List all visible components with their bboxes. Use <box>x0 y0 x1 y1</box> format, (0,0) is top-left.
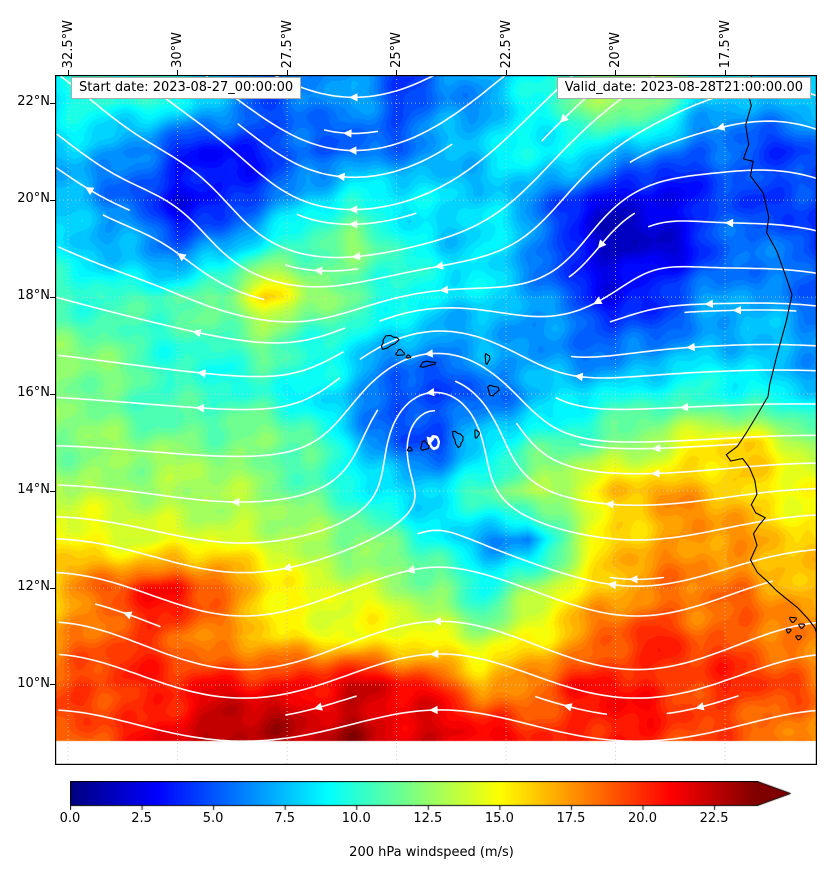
lat-tick-mark <box>50 393 55 395</box>
lat-tick-mark <box>50 199 55 201</box>
lat-tick-label: 14°N <box>17 482 50 498</box>
lon-tick-mark <box>396 70 398 75</box>
lon-tick-label-text: 32.5°W <box>60 19 76 68</box>
colorbar-tick-label: 5.0 <box>202 811 224 826</box>
lon-tick-mark <box>286 70 288 75</box>
colorbar-tick-label: 22.5 <box>699 811 729 826</box>
lon-tick-label: 17.5°W <box>715 6 735 68</box>
lat-tick-mark <box>50 684 55 686</box>
streamline-arrows <box>84 93 742 715</box>
map-overlay <box>55 75 817 765</box>
lat-tick-label: 18°N <box>17 288 50 304</box>
lon-tick-label: 27.5°W <box>277 6 297 68</box>
lon-tick-mark <box>177 70 179 75</box>
colorbar <box>70 781 793 812</box>
valid-date-annotation: Valid_date: 2023-08-28T21:00:00.00 <box>556 77 811 99</box>
lon-tick-label: 32.5°W <box>58 6 78 68</box>
lat-tick-label: 12°N <box>17 579 50 594</box>
lon-tick-label-text: 17.5°W <box>717 19 733 68</box>
lon-tick-label-text: 20°W <box>608 32 624 68</box>
lon-tick-label: 22.5°W <box>496 6 516 68</box>
lon-tick-label: 20°W <box>606 6 626 68</box>
streamlines <box>55 75 817 742</box>
lat-tick-label: 10°N <box>17 675 50 691</box>
map-area: Start date: 2023-08-27_00:00:00 Valid_da… <box>55 75 817 765</box>
colorbar-tick-label: 10.0 <box>341 811 371 826</box>
start-date-annotation: Start date: 2023-08-27_00:00:00 <box>71 77 302 99</box>
map-frame <box>55 75 817 765</box>
lon-tick-label: 30°W <box>168 6 188 68</box>
colorbar-tick-label: 17.5 <box>556 811 586 826</box>
lon-tick-label-text: 30°W <box>170 32 186 68</box>
colorbar-tick-label: 0.0 <box>59 811 81 826</box>
colorbar-tick-label: 2.5 <box>131 811 152 826</box>
lat-tick-mark <box>50 102 55 104</box>
colorbar-label: 200 hPa windspeed (m/s) <box>349 845 514 860</box>
lon-tick-mark <box>615 70 617 75</box>
lon-tick-label-text: 25°W <box>389 32 405 68</box>
colorbar-tick-label: 7.5 <box>274 811 296 826</box>
lat-tick-mark <box>50 296 55 298</box>
lon-tick-label-text: 22.5°W <box>498 19 514 68</box>
coastline <box>380 75 817 641</box>
lat-tick-label: 20°N <box>17 191 50 207</box>
lon-tick-label: 25°W <box>387 6 407 68</box>
colorbar-tick-label: 20.0 <box>628 811 657 826</box>
colorbar-tick-label: 15.0 <box>484 811 514 826</box>
lon-tick-mark <box>505 70 507 75</box>
lon-tick-label-text: 27.5°W <box>279 19 295 68</box>
gridlines <box>55 75 817 765</box>
lon-tick-mark <box>724 70 726 75</box>
lat-tick-mark <box>50 587 55 589</box>
lon-tick-mark <box>67 70 69 75</box>
lat-tick-label: 22°N <box>17 94 50 110</box>
lat-tick-label: 16°N <box>17 385 50 401</box>
lat-tick-mark <box>50 490 55 492</box>
colorbar-tick-label: 12.5 <box>413 811 443 826</box>
